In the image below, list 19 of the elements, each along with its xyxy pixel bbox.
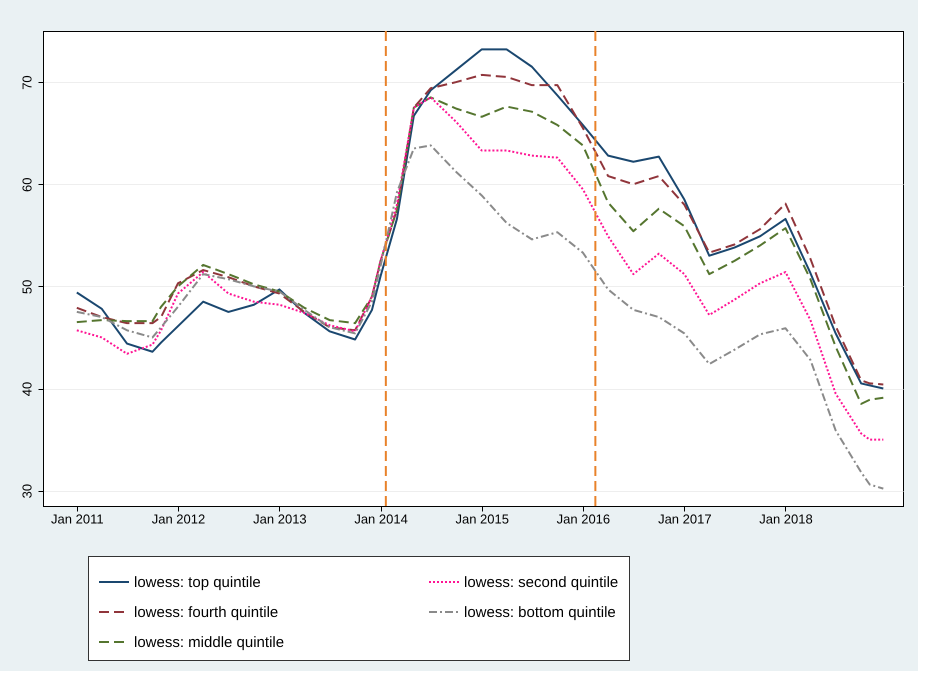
x-tick-label: Jan 2012 xyxy=(152,512,206,526)
x-tick-label: Jan 2016 xyxy=(556,512,610,526)
legend-label: lowess: bottom quintile xyxy=(464,604,616,621)
y-tick-label: 60 xyxy=(20,177,34,192)
legend-label: lowess: second quintile xyxy=(464,574,618,591)
y-tick-label: 40 xyxy=(20,382,34,396)
y-tick-label: 30 xyxy=(20,484,34,498)
x-tick-label: Jan 2017 xyxy=(658,512,712,526)
y-tick-label: 50 xyxy=(20,280,34,294)
line-series xyxy=(76,144,884,490)
legend-label: lowess: fourth quintile xyxy=(134,604,278,621)
legend-label: lowess: middle quintile xyxy=(134,634,284,651)
x-tick-label: Jan 2015 xyxy=(455,512,509,526)
x-tick-label: Jan 2018 xyxy=(759,512,813,526)
x-tick-label: Jan 2013 xyxy=(253,512,307,526)
x-tick-label: Jan 2011 xyxy=(51,512,104,526)
y-tick-label: 70 xyxy=(20,75,34,90)
legend-label: lowess: top quintile xyxy=(134,574,261,591)
x-tick-label: Jan 2014 xyxy=(354,512,408,526)
